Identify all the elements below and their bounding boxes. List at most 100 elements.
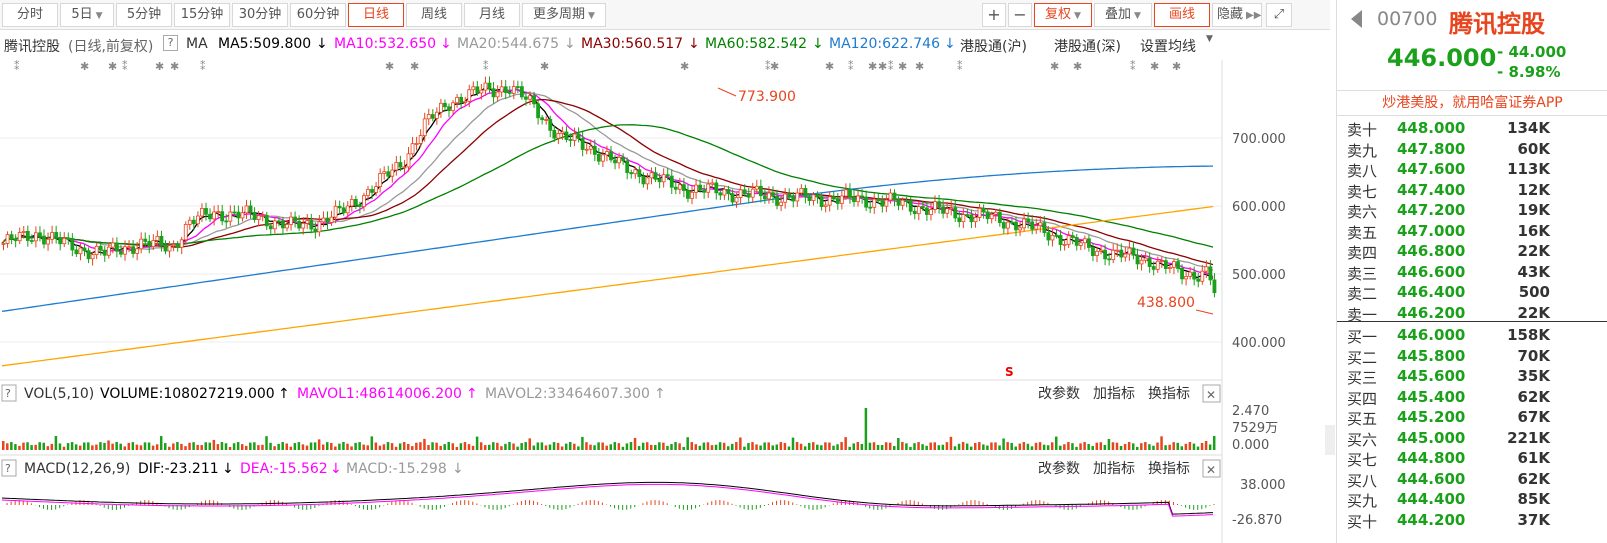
tab-15min[interactable]: 15分钟 bbox=[174, 3, 230, 27]
fullscreen-button[interactable]: ⤢ bbox=[1266, 3, 1292, 27]
ask-row[interactable]: 卖八 447.600 113K bbox=[1337, 160, 1607, 180]
candle-body bbox=[633, 169, 638, 175]
volume-bar bbox=[629, 442, 633, 450]
event-marker-icon[interactable]: ✱ bbox=[680, 60, 689, 73]
event-marker-icon[interactable]: ✱ bbox=[878, 60, 887, 73]
ask-row[interactable]: 卖七 447.400 12K bbox=[1337, 181, 1607, 201]
bid-row[interactable]: 买七 444.800 61K bbox=[1337, 449, 1607, 469]
event-marker-icon[interactable]: ✱ bbox=[385, 60, 394, 73]
event-marker-icon[interactable]: ⁑ bbox=[848, 60, 854, 73]
set-ma-button[interactable]: 设置均线 bbox=[1140, 39, 1196, 55]
restore-rights-button[interactable]: 复权 ▼ bbox=[1034, 3, 1092, 27]
add-indicator-button[interactable]: 加指标 bbox=[1093, 386, 1135, 402]
event-marker-icon[interactable]: ✱ bbox=[770, 60, 779, 73]
volume-bar bbox=[755, 444, 758, 450]
draw-line-button[interactable]: 画线 bbox=[1154, 3, 1210, 27]
tab-label: 更多周期 bbox=[533, 7, 586, 22]
event-marker-icon[interactable]: ⁑ bbox=[1130, 60, 1136, 73]
ask-row[interactable]: 卖三 446.600 43K bbox=[1337, 263, 1607, 283]
zoom-in-button[interactable]: + bbox=[982, 3, 1006, 27]
bid-row[interactable]: 买二 445.800 70K bbox=[1337, 347, 1607, 367]
promo-banner[interactable]: 炒港美股，就用哈富证券APP bbox=[1337, 90, 1607, 116]
ma60-line bbox=[1, 124, 1214, 248]
candle-body bbox=[102, 249, 107, 256]
help-icon[interactable]: ? bbox=[163, 35, 178, 51]
ask-row[interactable]: 卖五 447.000 16K bbox=[1337, 222, 1607, 242]
tab-30min[interactable]: 30分钟 bbox=[232, 3, 288, 27]
event-marker-icon[interactable]: ✱ bbox=[108, 60, 117, 73]
bid-row[interactable]: 买三 445.600 35K bbox=[1337, 367, 1607, 387]
ask-row[interactable]: 卖十 448.000 134K bbox=[1337, 119, 1607, 139]
zoom-out-button[interactable]: − bbox=[1008, 3, 1032, 27]
event-marker-icon[interactable]: ⁑ bbox=[957, 60, 963, 73]
tab-more-periods[interactable]: 更多周期 ▼ bbox=[522, 3, 606, 27]
prev-stock-icon[interactable] bbox=[1351, 10, 1362, 28]
event-marker-icon[interactable]: ✱ bbox=[1172, 60, 1181, 73]
hk-connect-sh-link[interactable]: 港股通(沪) bbox=[960, 39, 1027, 55]
candle-body bbox=[1200, 270, 1205, 282]
tab-weekly[interactable]: 周线 bbox=[406, 3, 462, 27]
change-params-button[interactable]: 改参数 bbox=[1038, 385, 1080, 402]
candle-body bbox=[305, 220, 310, 224]
vol-help-icon[interactable] bbox=[1, 384, 17, 402]
level-price: 446.000 bbox=[1397, 326, 1466, 344]
event-marker-icon[interactable]: ✱ bbox=[410, 60, 419, 73]
tab-5day[interactable]: 5日 ▼ bbox=[60, 3, 114, 27]
bid-row[interactable]: 买四 445.400 62K bbox=[1337, 388, 1607, 408]
switch-indicator-button[interactable]: 换指标 bbox=[1148, 460, 1190, 477]
switch-indicator-button[interactable]: 换指标 bbox=[1148, 385, 1190, 402]
ask-row[interactable]: 卖六 447.200 19K bbox=[1337, 201, 1607, 221]
volume-bar bbox=[941, 444, 945, 450]
event-marker-icon[interactable]: ✱ bbox=[1150, 60, 1159, 73]
tab-monthly[interactable]: 月线 bbox=[464, 3, 520, 27]
event-marker-icon[interactable]: ✱ bbox=[540, 60, 549, 73]
event-marker-icon[interactable]: ✱ bbox=[170, 60, 179, 73]
ask-row[interactable]: 卖四 446.800 22K bbox=[1337, 242, 1607, 262]
s-marker-icon[interactable]: S bbox=[1005, 365, 1014, 379]
hide-button[interactable]: 隐藏 ▶▶ bbox=[1212, 3, 1262, 27]
overlay-button[interactable]: 叠加 ▼ bbox=[1094, 3, 1152, 27]
tab-daily[interactable]: 日线 bbox=[348, 3, 404, 27]
tab-5min[interactable]: 5分钟 bbox=[116, 3, 172, 27]
kline-chart[interactable]: ⁑ ✱ ✱ ⁑ ✱ ✱ ⁑ ✱ ✱ ⁑ ✱ ✱ ⁑ ✱ ✱ ⁑ ✱ ✱ ⁑ ✱ ✱ ⁑ ✱ ✱ ⁑ ✱ ✱ 700.000 600.… bbox=[0, 0, 1330, 543]
bid-row[interactable]: 买十 444.200 37K bbox=[1337, 511, 1607, 531]
ask-row[interactable]: 卖二 446.400 500 bbox=[1337, 283, 1607, 303]
event-marker-icon[interactable]: ⁑ bbox=[122, 60, 128, 73]
event-marker-icon[interactable]: ⁑ bbox=[765, 60, 771, 73]
volume-bar bbox=[1164, 445, 1167, 450]
volume-bar bbox=[969, 446, 973, 450]
tab-intraday[interactable]: 分时 bbox=[2, 3, 58, 27]
bid-row[interactable]: 买五 445.200 67K bbox=[1337, 408, 1607, 428]
event-marker-icon[interactable]: ✱ bbox=[915, 60, 924, 73]
event-marker-icon[interactable]: ⁑ bbox=[888, 60, 894, 73]
panel-resize-handle[interactable] bbox=[1325, 425, 1335, 455]
event-markers[interactable]: ⁑ ✱ ✱ ⁑ ✱ ✱ ⁑ ✱ ✱ ⁑ ✱ ✱ ⁑ ✱ ✱ ⁑ ✱ ✱ ⁑ ✱ ✱ ⁑ ✱ ✱ ⁑ ✱ ✱ bbox=[14, 60, 1181, 73]
bid-row[interactable]: 买一 446.000 158K bbox=[1337, 326, 1607, 346]
close-panel-button[interactable] bbox=[1202, 384, 1221, 403]
event-marker-icon[interactable]: ✱ bbox=[80, 60, 89, 73]
event-marker-icon[interactable]: ⁑ bbox=[14, 60, 20, 73]
ask-row[interactable]: 卖一 446.200 22K bbox=[1337, 304, 1607, 324]
tab-60min[interactable]: 60分钟 bbox=[290, 3, 346, 27]
down-arrow-icon: ↓ bbox=[316, 36, 328, 52]
event-marker-icon[interactable]: ⁑ bbox=[483, 60, 489, 73]
event-marker-icon[interactable]: ⁑ bbox=[200, 60, 206, 73]
volume-bar bbox=[346, 443, 349, 450]
hk-connect-sz-link[interactable]: 港股通(深) bbox=[1054, 39, 1121, 55]
add-indicator-button[interactable]: 加指标 bbox=[1093, 461, 1135, 477]
event-marker-icon[interactable]: ✱ bbox=[825, 60, 834, 73]
event-marker-icon[interactable]: ✱ bbox=[898, 60, 907, 73]
macd-help-icon[interactable] bbox=[1, 459, 17, 477]
event-marker-icon[interactable]: ✱ bbox=[868, 60, 877, 73]
event-marker-icon[interactable]: ✱ bbox=[1073, 60, 1082, 73]
event-marker-icon[interactable]: ✱ bbox=[1050, 60, 1059, 73]
event-marker-icon[interactable]: ✱ bbox=[155, 60, 164, 73]
bid-row[interactable]: 买八 444.600 62K bbox=[1337, 470, 1607, 490]
bid-row[interactable]: 买六 445.000 221K bbox=[1337, 429, 1607, 449]
ask-row[interactable]: 卖九 447.800 60K bbox=[1337, 140, 1607, 160]
volume-bar bbox=[1046, 445, 1050, 450]
candle-body bbox=[795, 192, 800, 202]
bid-row[interactable]: 买九 444.400 85K bbox=[1337, 490, 1607, 510]
change-params-button[interactable]: 改参数 bbox=[1038, 460, 1080, 477]
close-panel-button[interactable] bbox=[1202, 459, 1221, 478]
